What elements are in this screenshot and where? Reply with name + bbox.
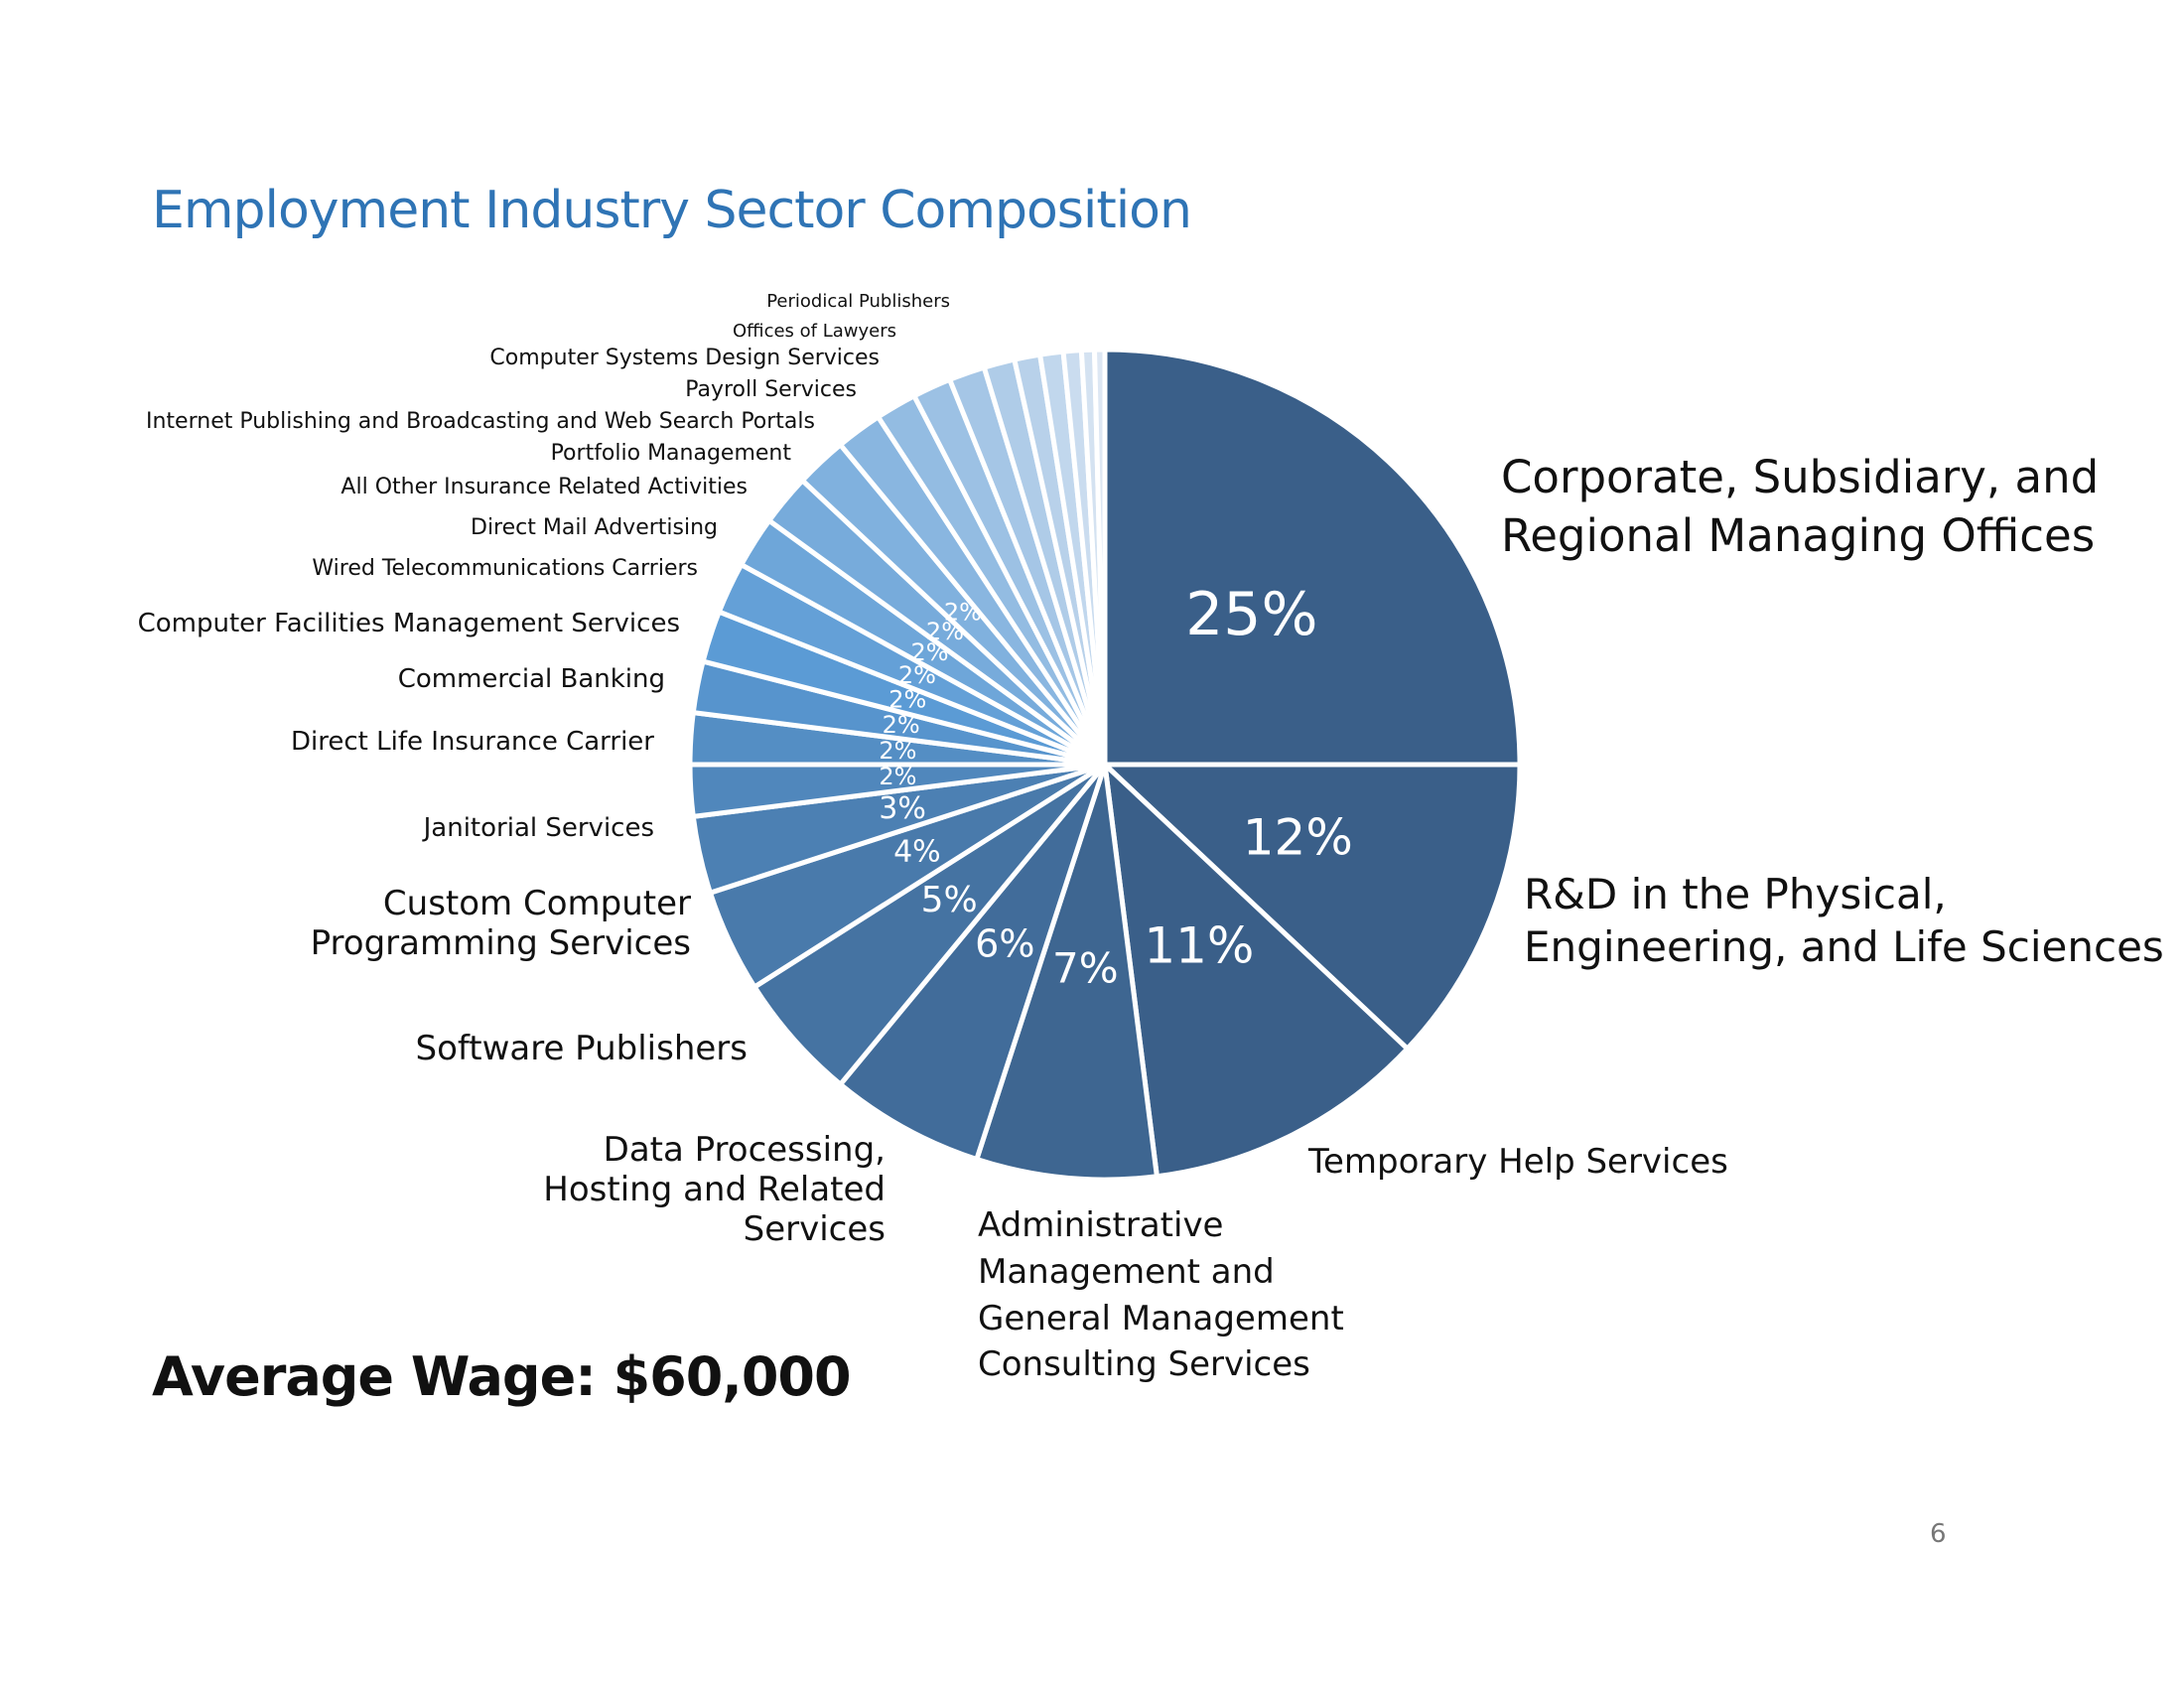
pie-slice: [1101, 758, 1412, 1180]
label-data-processing-3: Services: [743, 1209, 886, 1249]
label-commercial-banking: Commercial Banking: [397, 664, 665, 694]
label-janitorial: Janitorial Services: [423, 813, 654, 843]
label-internet-publishing: Internet Publishing and Broadcasting and…: [146, 409, 815, 434]
label-offices-of-lawyers: Offices of Lawyers: [733, 321, 896, 342]
label-corporate-2: Regional Managing Offices: [1501, 509, 2096, 562]
label-admin-4: Consulting Services: [978, 1344, 1310, 1384]
label-admin-3: General Management: [978, 1299, 1344, 1338]
label-computer-facilities: Computer Facilities Management Services: [137, 609, 680, 638]
label-software-publishers: Software Publishers: [415, 1029, 749, 1068]
pie-slice: [1102, 347, 1523, 768]
pie-slice: [1091, 347, 1108, 766]
label-rd-2: Engineering, and Life Sciences: [1524, 922, 2164, 971]
label-corporate-1: Corporate, Subsidiary, and: [1501, 451, 2100, 503]
label-payroll-services: Payroll Services: [685, 377, 857, 402]
slice-percent-label: 5%: [921, 880, 978, 920]
slice-percent-label: 7%: [1052, 944, 1119, 993]
pie-slice: [973, 764, 1160, 1183]
label-computer-systems-design: Computer Systems Design Services: [489, 346, 880, 370]
label-temporary-help: Temporary Help Services: [1308, 1142, 1728, 1182]
label-rd-1: R&D in the Physical,: [1524, 870, 1947, 918]
slice-percent-label: 25%: [1185, 580, 1317, 649]
slice-percent-label: 3%: [879, 791, 926, 826]
average-wage: Average Wage: $60,000: [152, 1345, 852, 1408]
pie-slice: [1098, 762, 1523, 1053]
label-portfolio-management: Portfolio Management: [550, 441, 791, 466]
label-custom-programming-1: Custom Computer: [382, 884, 691, 923]
label-direct-life-insurance: Direct Life Insurance Carrier: [291, 727, 654, 757]
label-admin-1: Administrative: [978, 1205, 1224, 1245]
slice-percent-label: 4%: [893, 834, 941, 869]
slice-percent-label: 2%: [879, 763, 916, 790]
label-direct-mail: Direct Mail Advertising: [471, 515, 718, 540]
label-wired-telecom: Wired Telecommunications Carriers: [312, 556, 698, 581]
pie-slice: [837, 763, 1108, 1163]
slice-percent-label: 6%: [975, 922, 1034, 966]
label-data-processing-2: Hosting and Related: [543, 1170, 886, 1209]
label-other-insurance: All Other Insurance Related Activities: [341, 475, 748, 499]
label-periodical-publishers: Periodical Publishers: [766, 291, 950, 312]
label-admin-2: Management and: [978, 1252, 1275, 1292]
chart-title: Employment Industry Sector Composition: [152, 181, 1192, 240]
page-number: 6: [1930, 1519, 1947, 1549]
label-custom-programming-2: Programming Services: [310, 923, 691, 963]
label-data-processing-1: Data Processing,: [603, 1130, 886, 1170]
slice-percent-label: 11%: [1144, 917, 1254, 975]
slice-percent-label: 12%: [1243, 808, 1353, 866]
